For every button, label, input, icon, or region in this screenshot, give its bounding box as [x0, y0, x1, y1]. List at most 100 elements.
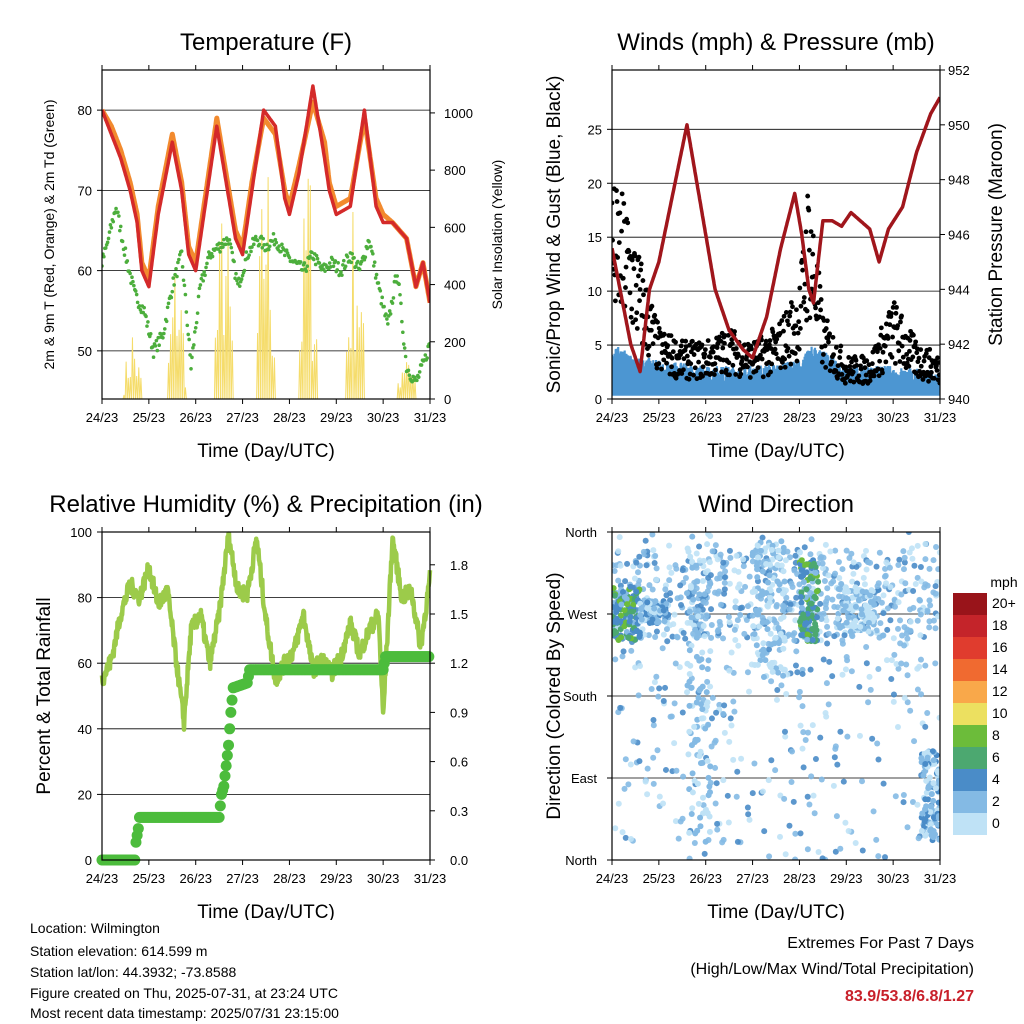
plot-frame — [611, 69, 941, 400]
gust-point — [824, 318, 830, 324]
dewpoint-point — [204, 265, 208, 270]
direction-point — [882, 565, 889, 572]
direction-point — [676, 664, 683, 671]
direction-point — [842, 603, 849, 610]
direction-point — [796, 581, 803, 588]
dewpoint-point — [216, 247, 221, 251]
direction-point — [618, 618, 625, 625]
dewpoint-point — [336, 260, 340, 265]
direction-point — [815, 578, 822, 585]
direction-point — [708, 743, 715, 750]
direction-point — [837, 845, 844, 852]
direction-point — [883, 657, 890, 664]
solar-spike — [137, 367, 141, 399]
colorbar-swatch — [953, 681, 987, 703]
gust-point — [778, 365, 784, 371]
direction-point — [924, 754, 931, 761]
direction-point — [726, 547, 733, 554]
y-right-tick-label: 0.3 — [450, 804, 468, 819]
direction-point — [655, 618, 662, 625]
gust-point — [686, 376, 692, 382]
y-right-tick-label: 950 — [948, 118, 970, 133]
y-axis-label: 2m & 9m T (Red, Orange) & 2m Td (Green) — [41, 100, 57, 370]
direction-point — [726, 738, 733, 745]
gust-point — [684, 353, 690, 359]
direction-point — [619, 589, 626, 596]
direction-point — [653, 565, 660, 572]
direction-point — [698, 715, 705, 722]
solar-spike — [405, 362, 409, 399]
direction-point — [700, 598, 707, 605]
dewpoint-point — [331, 264, 336, 269]
direction-point — [697, 814, 704, 821]
dewpoint-point — [189, 367, 193, 371]
direction-point — [906, 549, 913, 556]
direction-point — [835, 585, 842, 592]
direction-point — [724, 792, 731, 799]
direction-point — [918, 828, 925, 835]
y-right-tick-label: 944 — [948, 282, 970, 297]
direction-point — [768, 641, 775, 648]
direction-point — [792, 662, 799, 669]
dewpoint-point — [203, 273, 207, 278]
direction-point — [934, 613, 940, 620]
dewpoint-point — [390, 301, 395, 305]
direction-point — [613, 615, 620, 622]
direction-point — [727, 554, 734, 561]
direction-point — [712, 764, 719, 771]
direction-point — [675, 835, 682, 842]
direction-point — [721, 590, 728, 597]
dewpoint-point — [130, 275, 134, 280]
direction-point — [692, 830, 699, 837]
direction-point — [688, 742, 695, 749]
direction-point — [684, 545, 691, 552]
panel-2: Relative Humidity (%) & Precipitation (i… — [34, 491, 483, 920]
dewpoint-point — [222, 237, 226, 242]
solar-spike — [177, 329, 181, 399]
dewpoint-point — [192, 343, 196, 347]
direction-point — [796, 688, 803, 695]
colorbar-swatch — [953, 813, 987, 835]
direction-point — [721, 579, 728, 586]
direction-point — [670, 621, 677, 628]
gust-point — [880, 370, 885, 376]
gust-point — [629, 306, 635, 312]
direction-point — [782, 733, 789, 740]
solar-spike — [308, 185, 312, 399]
direction-point — [707, 763, 714, 770]
direction-point — [827, 548, 834, 555]
direction-point — [651, 679, 658, 686]
direction-point — [704, 757, 711, 764]
direction-point — [751, 588, 758, 595]
direction-point — [895, 625, 902, 632]
direction-point — [726, 667, 733, 674]
direction-point — [655, 693, 662, 700]
gust-point — [661, 331, 667, 337]
direction-point — [702, 569, 709, 576]
direction-point — [742, 583, 749, 590]
direction-point — [697, 823, 704, 830]
direction-point — [740, 563, 747, 570]
gust-point — [702, 347, 708, 353]
gust-point — [654, 365, 660, 371]
direction-point — [891, 651, 898, 658]
gust-point — [935, 355, 940, 361]
gust-point — [877, 345, 883, 351]
dewpoint-point — [277, 244, 281, 248]
direction-point — [812, 756, 819, 763]
dewpoint-point — [423, 353, 428, 357]
gust-point — [877, 358, 883, 364]
direction-point — [881, 573, 888, 580]
gust-point — [804, 308, 810, 314]
direction-point — [667, 713, 674, 720]
gust-point — [822, 343, 828, 349]
colorbar-swatch — [953, 791, 987, 813]
direction-point — [853, 588, 860, 595]
direction-point — [895, 599, 902, 606]
direction-point — [935, 799, 940, 806]
direction-point — [701, 633, 708, 640]
gust-point — [619, 191, 625, 197]
direction-point — [765, 646, 772, 653]
direction-point — [757, 547, 764, 554]
direction-point — [709, 548, 716, 555]
